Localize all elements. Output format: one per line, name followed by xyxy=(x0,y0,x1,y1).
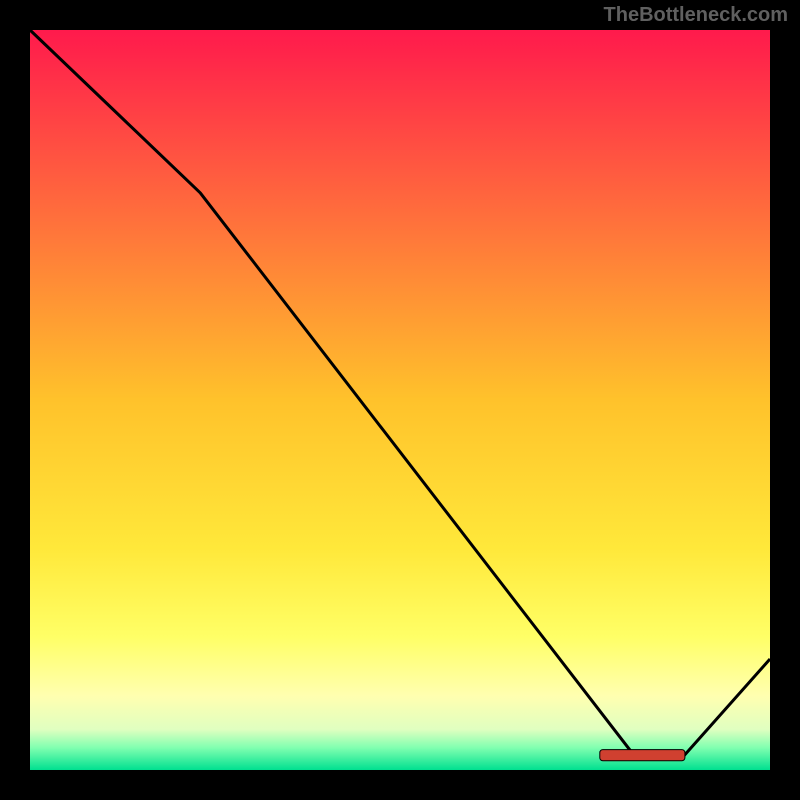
chart-plot-area xyxy=(30,30,770,770)
attribution-text: TheBottleneck.com xyxy=(604,4,788,27)
